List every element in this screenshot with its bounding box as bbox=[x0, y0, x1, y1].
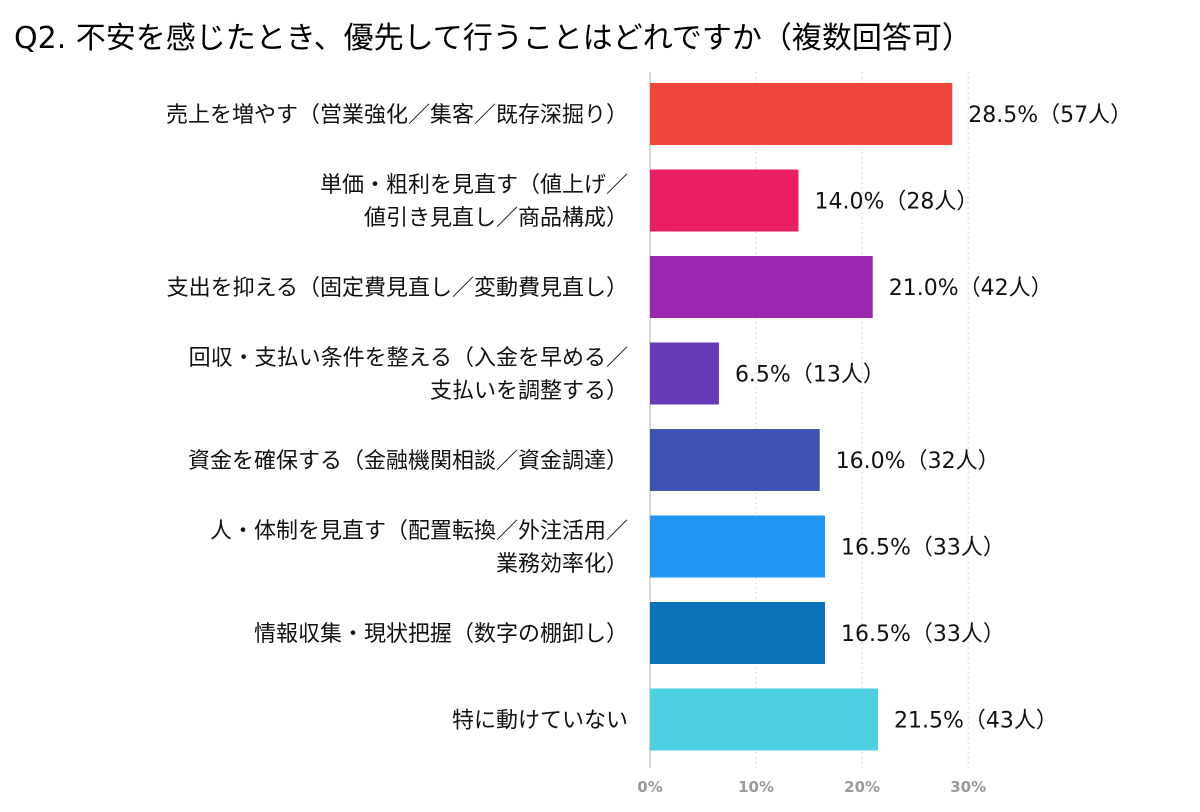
category-label: 支出を抑える（固定費見直し／変動費見直し） bbox=[167, 276, 628, 301]
value-label: 16.0%（32人） bbox=[836, 449, 1000, 474]
category-label: 売上を増やす（営業強化／集客／既存深掘り） bbox=[166, 103, 628, 128]
bar bbox=[650, 169, 799, 232]
x-tick-label: 10% bbox=[738, 778, 774, 796]
value-label: 6.5%（13人） bbox=[735, 363, 885, 388]
value-label: 16.5%（33人） bbox=[841, 622, 1005, 647]
bar bbox=[650, 602, 825, 664]
value-labels: 28.5%（57人） 14.0%（28人） 21.0%（42人） 6.5%（13人） 1… bbox=[735, 103, 1132, 734]
bar bbox=[650, 688, 879, 751]
value-label: 14.0%（28人） bbox=[814, 190, 978, 215]
bar bbox=[650, 342, 719, 405]
bars bbox=[650, 83, 953, 751]
category-label: 情報収集・現状把握（数字の棚卸し） bbox=[254, 622, 628, 647]
bar bbox=[650, 256, 873, 318]
value-label: 28.5%（57人） bbox=[968, 103, 1132, 128]
category-label: 業務効率化） bbox=[496, 552, 628, 577]
chart-title: Q2. 不安を感じたとき、優先して行うことはどれですか（複数回答可） bbox=[14, 21, 972, 56]
category-label: 資金を確保する（金融機関相談／資金調達） bbox=[188, 449, 628, 474]
x-axis-ticks: 0% 10% 20% 30% bbox=[637, 778, 986, 796]
x-tick-label: 20% bbox=[844, 778, 880, 796]
category-label: 単価・粗利を見直す（値上げ／ bbox=[320, 173, 628, 198]
x-tick-label: 30% bbox=[950, 778, 986, 796]
category-label: 支払いを調整する） bbox=[430, 379, 628, 404]
category-label: 人・体制を見直す（配置転換／外注活用／ bbox=[210, 519, 628, 544]
bar bbox=[650, 429, 820, 491]
value-label: 21.0%（42人） bbox=[889, 276, 1053, 301]
value-label: 16.5%（33人） bbox=[841, 536, 1005, 561]
category-label: 回収・支払い条件を整える（入金を早める／ bbox=[189, 346, 628, 371]
category-label: 値引き見直し／商品構成） bbox=[364, 206, 628, 231]
value-label: 21.5%（43人） bbox=[894, 709, 1058, 734]
category-label: 特に動けていない bbox=[452, 709, 628, 734]
bar bbox=[650, 83, 953, 145]
x-tick-label: 0% bbox=[637, 778, 662, 796]
category-labels: 売上を増やす（営業強化／集客／既存深掘り） 単価・粗利を見直す（値上げ／ 値引き見直… bbox=[166, 103, 628, 734]
bar bbox=[650, 515, 825, 578]
